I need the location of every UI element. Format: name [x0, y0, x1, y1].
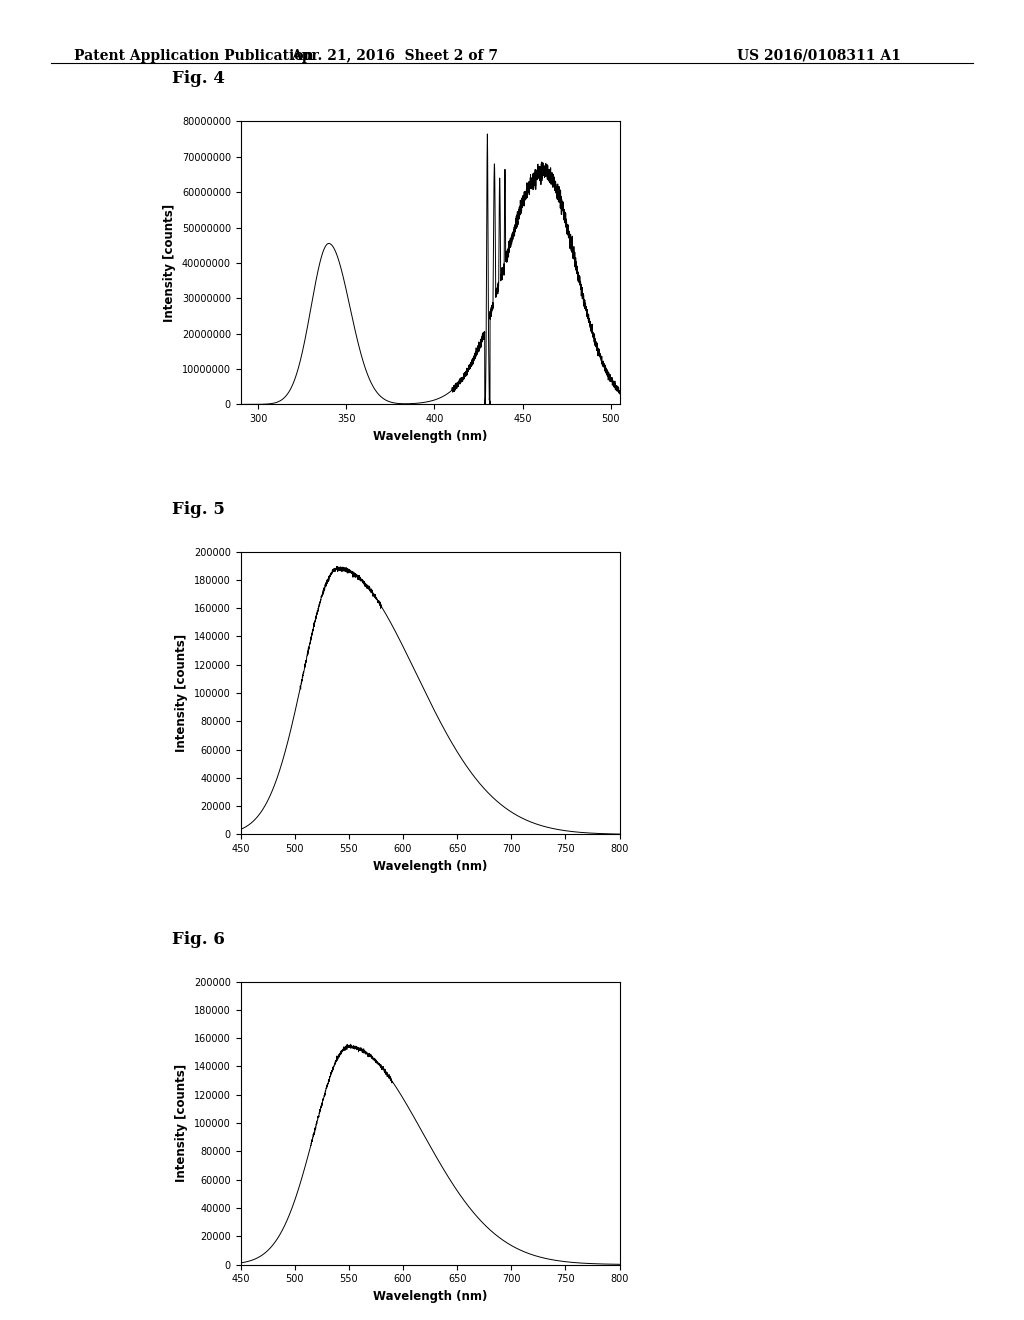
X-axis label: Wavelength (nm): Wavelength (nm) [373, 1290, 487, 1303]
Y-axis label: Intensity [counts]: Intensity [counts] [175, 1064, 188, 1183]
Text: Fig. 6: Fig. 6 [172, 931, 225, 948]
Text: Fig. 4: Fig. 4 [172, 70, 225, 87]
X-axis label: Wavelength (nm): Wavelength (nm) [373, 859, 487, 873]
Text: US 2016/0108311 A1: US 2016/0108311 A1 [737, 49, 901, 63]
X-axis label: Wavelength (nm): Wavelength (nm) [373, 430, 487, 442]
Text: Fig. 5: Fig. 5 [172, 500, 225, 517]
Text: Apr. 21, 2016  Sheet 2 of 7: Apr. 21, 2016 Sheet 2 of 7 [291, 49, 498, 63]
Y-axis label: Intensity [counts]: Intensity [counts] [163, 203, 176, 322]
Y-axis label: Intensity [counts]: Intensity [counts] [175, 634, 188, 752]
Text: Patent Application Publication: Patent Application Publication [74, 49, 313, 63]
